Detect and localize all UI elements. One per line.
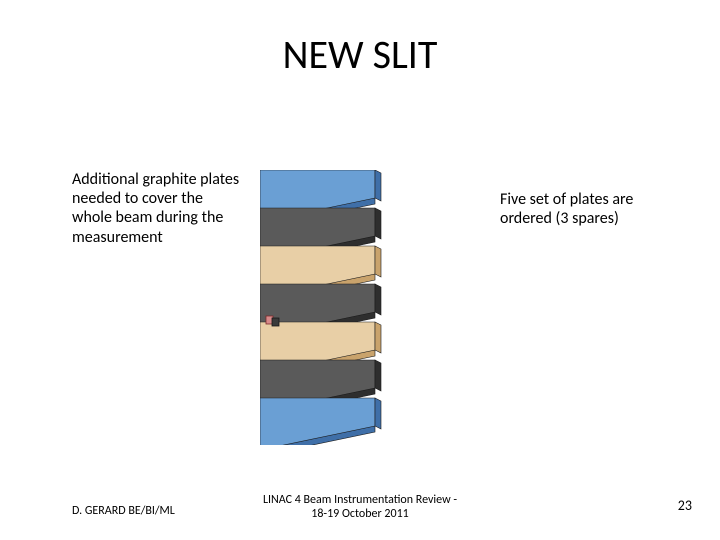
plates-diagram xyxy=(260,170,410,445)
footer-center: LINAC 4 Beam Instrumentation Review - 18… xyxy=(0,494,720,522)
slide-title: NEW SLIT xyxy=(0,30,720,79)
footer-center-2: 18-19 October 2011 xyxy=(311,507,408,521)
right-caption: Five set of plates are ordered (3 spares… xyxy=(500,190,660,228)
page-number: 23 xyxy=(678,497,692,514)
left-caption: Additional graphite plates needed to cov… xyxy=(72,170,242,247)
footer-center-1: LINAC 4 Beam Instrumentation Review - xyxy=(263,493,457,507)
